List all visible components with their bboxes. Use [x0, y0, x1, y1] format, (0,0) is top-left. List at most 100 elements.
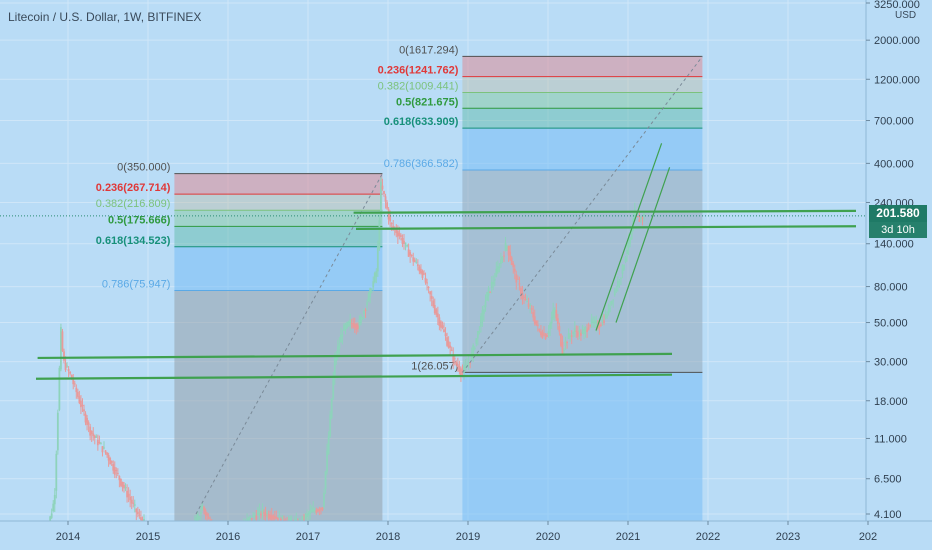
candle	[453, 358, 456, 360]
candle	[533, 316, 536, 324]
candle	[250, 518, 253, 520]
fib-retracement-layer[interactable]: 0(350.000) 0.236(267.714) 0.382(216.809) 0.…	[96, 44, 703, 521]
candle	[564, 340, 567, 346]
fib-2021-diagonal[interactable]	[462, 56, 703, 373]
candle	[426, 282, 428, 284]
candle	[278, 515, 281, 519]
trendline-channel-lower[interactable]	[615, 167, 671, 323]
candle	[530, 308, 533, 310]
candle	[509, 251, 512, 260]
candle	[512, 263, 515, 268]
candle	[81, 404, 84, 406]
candle	[129, 496, 132, 501]
candle	[341, 334, 344, 337]
candle	[109, 457, 112, 465]
trendline-resistance-lower[interactable]	[355, 225, 857, 230]
candle	[127, 493, 130, 497]
candle	[392, 225, 395, 228]
candle	[329, 414, 332, 436]
candle	[520, 287, 522, 296]
candle	[403, 240, 405, 244]
x-tick-label: 2020	[536, 531, 560, 543]
time-scale[interactable]	[0, 521, 932, 550]
candle	[613, 290, 616, 296]
candle	[343, 324, 345, 331]
candle	[629, 237, 632, 244]
fib-2017-label-0.236: 0.236(267.714)	[96, 182, 171, 194]
candle	[481, 310, 484, 321]
candle	[349, 319, 352, 325]
candle	[387, 209, 390, 220]
candle	[576, 331, 579, 337]
candle	[53, 494, 56, 505]
candle	[413, 259, 416, 263]
trendline-support-lower[interactable]	[35, 373, 673, 380]
candle	[415, 261, 418, 263]
fib-2017-diagonal[interactable]	[195, 173, 383, 515]
candle	[304, 514, 307, 519]
trendline-resistance-upper[interactable]	[353, 209, 857, 214]
candle	[64, 363, 67, 371]
candle	[401, 238, 404, 244]
candle	[312, 508, 315, 512]
fib-2021-label-0.5: 0.5(821.675)	[396, 96, 459, 108]
trendline-channel-upper[interactable]	[595, 143, 663, 331]
y-tick-label: 400.000	[874, 158, 914, 170]
candle	[249, 515, 252, 520]
candle	[553, 308, 556, 313]
candle	[203, 506, 205, 511]
x-tick-label: 2023	[776, 531, 800, 543]
candle	[436, 313, 439, 318]
candle	[630, 227, 633, 240]
candle	[100, 443, 102, 445]
candle	[484, 301, 487, 308]
candle	[406, 245, 408, 247]
fib-2021-label-0.618: 0.618(633.909)	[384, 116, 459, 128]
candle	[70, 375, 73, 380]
price-scale[interactable]	[866, 0, 932, 550]
candle	[344, 324, 347, 330]
candle	[310, 509, 313, 513]
y-tick-label: 700.000	[874, 116, 914, 128]
candle	[101, 446, 104, 453]
candle	[633, 209, 636, 221]
candle	[532, 311, 535, 318]
candle	[575, 330, 578, 332]
candle	[104, 450, 107, 453]
candle	[543, 333, 545, 335]
candle	[609, 307, 612, 309]
candle	[383, 190, 385, 195]
candle	[624, 257, 627, 262]
y-tick-label: 80.000	[874, 282, 908, 294]
candle	[366, 302, 368, 306]
candle	[584, 327, 587, 332]
candle	[93, 435, 96, 439]
candle	[550, 317, 553, 324]
candle	[252, 514, 255, 518]
candle	[412, 257, 415, 262]
fib-2017-label-0.786: 0.786(75.947)	[102, 279, 171, 291]
candle	[504, 242, 507, 251]
candle	[201, 505, 204, 511]
candle	[489, 291, 492, 293]
fib-2017-band	[174, 246, 383, 291]
candle	[92, 433, 95, 437]
candle	[580, 332, 582, 336]
candle	[416, 264, 419, 267]
candle	[315, 510, 318, 513]
candle	[409, 252, 412, 256]
candle	[601, 319, 604, 323]
trendlines-layer[interactable]	[0, 56, 866, 515]
candle	[598, 325, 601, 329]
candle	[256, 512, 259, 516]
fib-2017-band	[174, 226, 383, 247]
candle	[456, 364, 459, 367]
candle	[372, 281, 375, 288]
candle	[389, 216, 392, 222]
candle	[281, 515, 284, 520]
candle	[273, 516, 276, 520]
trendline-support-upper[interactable]	[37, 352, 673, 360]
candle	[626, 249, 628, 255]
